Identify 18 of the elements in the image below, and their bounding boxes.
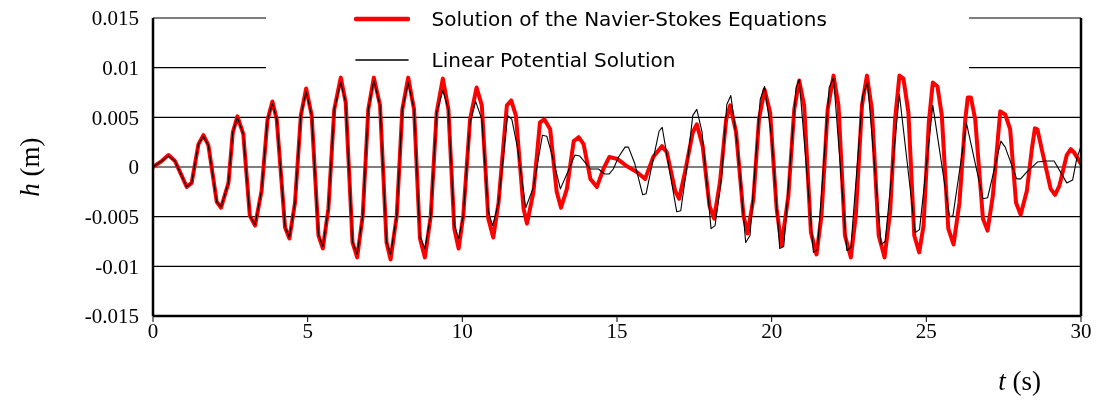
legend-label: Linear Potential Solution — [431, 48, 676, 72]
x-tick-label: 20 — [761, 319, 783, 343]
x-tick-label: 10 — [451, 319, 473, 343]
y-tick-label: -0.01 — [95, 254, 139, 279]
x-tick-label: 30 — [1070, 319, 1092, 343]
x-tick-label: 25 — [915, 319, 937, 343]
y-tick-label: 0.015 — [91, 6, 139, 31]
y-tick-label: 0 — [128, 155, 139, 180]
y-tick-label: 0.01 — [102, 56, 139, 81]
y-tick-label: -0.005 — [84, 205, 139, 230]
y-tick-label: 0.005 — [91, 105, 139, 130]
x-axis-title: t (s) — [998, 366, 1041, 396]
x-tick-label: 5 — [302, 319, 313, 343]
y-axis-title: h (m) — [15, 137, 45, 197]
x-tick-label: 15 — [606, 319, 628, 343]
y-tick-label: -0.015 — [84, 304, 139, 329]
legend-label: Solution of the Navier-Stokes Equations — [431, 7, 827, 31]
x-tick-label: 0 — [147, 319, 159, 343]
